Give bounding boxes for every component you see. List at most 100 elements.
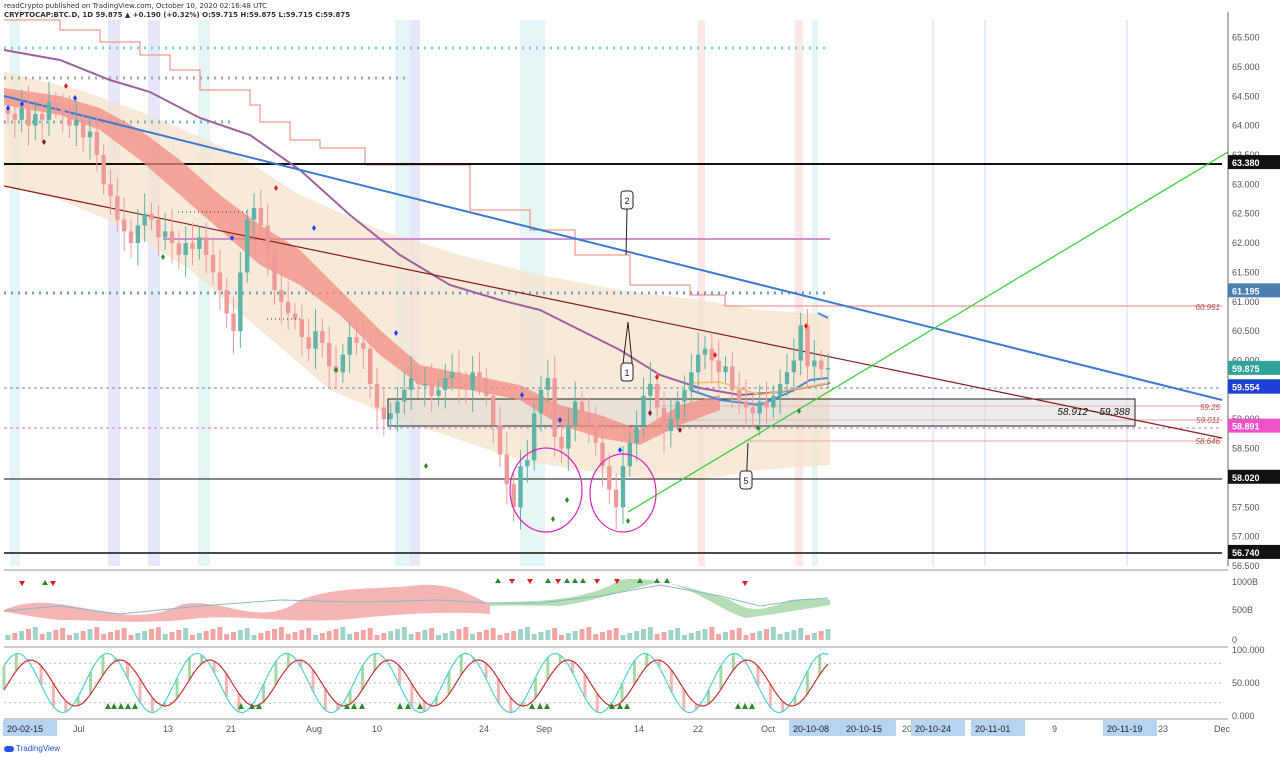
price-tick-label: 58.500 xyxy=(1232,444,1260,454)
candle-body xyxy=(812,360,817,367)
candle-body xyxy=(395,401,400,414)
candle-body xyxy=(53,102,59,109)
volume-bar xyxy=(456,629,462,640)
candle-body xyxy=(203,237,209,255)
candle-body xyxy=(197,237,202,249)
volume-bar xyxy=(552,628,558,640)
candle-body xyxy=(443,378,448,390)
volume-bar xyxy=(668,630,674,640)
candle-body xyxy=(723,366,728,373)
volume-bar xyxy=(237,630,243,640)
signal-marker xyxy=(334,367,338,373)
signal-marker xyxy=(756,425,760,431)
candle-body xyxy=(484,378,489,396)
oscillator-signal-arrow xyxy=(105,703,111,709)
volume-bar xyxy=(429,628,435,640)
price-badge-label: 63.380 xyxy=(1232,158,1260,168)
volume-signal-arrow xyxy=(42,580,48,585)
candle-body xyxy=(238,272,243,332)
price-tick-label: 62.500 xyxy=(1232,209,1260,219)
candle-body xyxy=(730,366,735,390)
time-tick-label: 20 xyxy=(902,724,912,734)
candle-body xyxy=(586,413,592,426)
volume-signal-line xyxy=(3,584,829,615)
time-tick-label: 20-11-01 xyxy=(975,724,1010,734)
oscillator-fast-line xyxy=(3,652,829,714)
tradingview-logo-icon xyxy=(4,745,14,752)
candle-body xyxy=(470,372,475,390)
volume-bar xyxy=(702,629,708,640)
candle-body xyxy=(634,425,639,443)
oscillator-signal-arrow xyxy=(735,703,741,709)
oscillator-signal-arrow xyxy=(132,703,138,709)
volume-bar xyxy=(80,631,86,640)
signal-marker xyxy=(274,185,278,191)
volume-bar xyxy=(559,635,564,640)
signal-marker xyxy=(161,254,165,260)
price-tick-label: 63.000 xyxy=(1232,179,1260,189)
candle-body xyxy=(135,225,141,244)
volume-bar xyxy=(46,632,52,640)
highlight-ellipse-sep xyxy=(509,447,583,533)
time-label-highlight xyxy=(1103,720,1157,736)
volume-bar xyxy=(572,631,578,640)
volume-bar xyxy=(688,633,694,640)
volume-bar xyxy=(183,628,189,640)
volume-bar xyxy=(545,630,551,640)
volume-bar xyxy=(736,628,742,640)
candle-body xyxy=(777,384,783,396)
candle-body xyxy=(668,419,674,431)
oscillator-signal-arrow xyxy=(256,703,262,709)
volume-signal-arrow xyxy=(509,579,515,584)
time-tick-label: 20-10-24 xyxy=(915,724,951,734)
price-badge-label: 58.020 xyxy=(1232,473,1260,483)
volume-bar xyxy=(483,630,489,640)
candle-body xyxy=(340,354,346,373)
volume-signal-arrow xyxy=(19,581,25,586)
volume-bar xyxy=(682,635,687,640)
signal-marker xyxy=(804,323,808,329)
signal-marker xyxy=(73,95,77,101)
volume-bar xyxy=(538,632,544,640)
candle-body xyxy=(497,425,503,455)
price-badge-label: 59.554 xyxy=(1232,383,1260,393)
highlight-ellipse-mid-sep xyxy=(589,453,657,533)
time-tick-label: 20-10-15 xyxy=(846,724,882,734)
oscillator-signal-arrow xyxy=(351,703,357,709)
time-tick-label: 20-10-08 xyxy=(793,724,829,734)
candle-body xyxy=(518,466,523,508)
oscillator-slow-line xyxy=(3,659,829,707)
candle-body xyxy=(381,407,387,420)
watermark-text: TradingView xyxy=(16,744,61,753)
candle-body xyxy=(805,325,810,367)
price-badge xyxy=(1228,544,1280,559)
volume-bar xyxy=(716,634,722,640)
volume-bar xyxy=(818,631,824,640)
volume-bar xyxy=(272,629,277,640)
candle-body xyxy=(750,407,756,414)
volume-bar xyxy=(675,628,681,640)
level-label-60.951: 60.951 xyxy=(1196,303,1220,312)
callout-5-box xyxy=(739,470,753,490)
volume-bar xyxy=(606,630,612,640)
oscillator-signal-arrow xyxy=(118,703,124,709)
candle-body xyxy=(313,331,318,349)
session-band xyxy=(698,20,705,566)
price-badge-label: 59.875 xyxy=(1232,364,1260,374)
candle-body xyxy=(408,378,414,390)
time-label-highlight xyxy=(3,720,57,736)
candle-body xyxy=(613,489,619,508)
volume-bar xyxy=(60,628,66,640)
volume-bar xyxy=(647,627,653,640)
candle-body xyxy=(19,108,24,120)
candle-body xyxy=(593,425,598,443)
volume-bar xyxy=(5,635,11,640)
price-tick-label: 63.500 xyxy=(1232,150,1260,160)
oscillator-signal-arrow xyxy=(405,703,411,709)
candle-body xyxy=(265,225,270,255)
price-tick-label: 56.500 xyxy=(1232,561,1260,571)
oscillator-signal-arrow xyxy=(397,703,403,709)
signal-marker xyxy=(565,497,569,503)
volume-bar xyxy=(114,630,120,640)
